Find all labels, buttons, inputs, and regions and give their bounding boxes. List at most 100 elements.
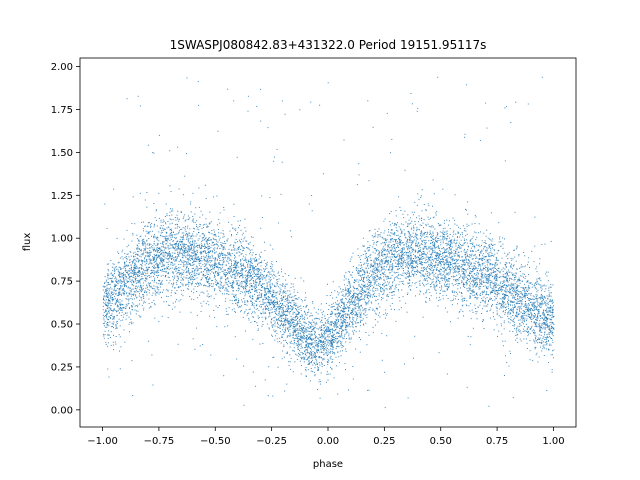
data-point: [279, 313, 281, 315]
data-point: [104, 334, 106, 336]
data-point: [203, 250, 205, 252]
data-point: [140, 250, 142, 252]
data-point: [504, 306, 506, 308]
data-point: [484, 245, 486, 247]
data-point: [535, 346, 537, 348]
data-point: [158, 192, 160, 194]
data-point: [551, 330, 553, 332]
data-point: [483, 256, 485, 258]
data-point: [539, 342, 541, 343]
data-point: [178, 243, 180, 245]
data-point: [420, 196, 422, 198]
data-point: [247, 291, 249, 293]
data-point: [346, 338, 348, 339]
data-point: [506, 362, 508, 364]
data-point: [502, 274, 504, 276]
data-point: [167, 264, 169, 266]
data-point: [303, 332, 305, 334]
data-point: [451, 283, 453, 285]
data-point: [505, 287, 507, 289]
data-point: [488, 261, 490, 263]
data-point: [425, 283, 427, 285]
data-point: [196, 266, 198, 268]
data-point: [497, 260, 499, 261]
data-point: [243, 404, 245, 406]
data-point: [361, 287, 363, 289]
data-point: [528, 257, 530, 259]
data-point: [469, 296, 471, 298]
data-point: [404, 210, 406, 212]
data-point: [542, 341, 544, 343]
data-point: [491, 280, 493, 282]
data-point: [388, 272, 390, 274]
data-point: [377, 299, 379, 301]
data-point: [346, 316, 348, 318]
data-point: [197, 259, 199, 261]
data-point: [408, 275, 410, 277]
data-point: [472, 236, 474, 238]
data-point: [484, 298, 486, 300]
data-point: [115, 267, 117, 269]
data-point: [361, 274, 363, 276]
data-point: [353, 304, 355, 306]
data-point: [491, 244, 492, 246]
data-point: [532, 295, 534, 297]
data-point: [413, 258, 414, 260]
data-point: [502, 311, 504, 313]
data-point: [475, 250, 477, 252]
data-point: [229, 271, 231, 273]
data-point: [295, 328, 297, 330]
data-point: [335, 338, 337, 340]
data-point: [512, 297, 514, 299]
data-point: [319, 383, 321, 385]
data-point: [510, 309, 512, 311]
data-point: [546, 317, 548, 319]
data-point: [192, 233, 194, 235]
data-point: [348, 278, 350, 280]
data-point: [516, 316, 518, 318]
data-point: [106, 312, 108, 314]
data-point: [358, 284, 360, 285]
data-point: [170, 228, 172, 230]
data-point: [121, 251, 123, 253]
data-point: [366, 260, 368, 262]
data-point: [451, 255, 453, 257]
data-point: [451, 276, 453, 278]
data-point: [274, 301, 276, 303]
data-point: [412, 269, 414, 271]
data-point: [284, 295, 286, 297]
data-point: [209, 278, 211, 280]
data-point: [260, 273, 262, 275]
data-point: [357, 255, 359, 256]
data-point: [512, 301, 514, 303]
data-point: [249, 290, 251, 292]
data-point: [234, 262, 236, 264]
data-point: [239, 284, 241, 286]
data-point: [411, 251, 413, 253]
data-point: [107, 276, 109, 278]
data-point: [132, 234, 134, 236]
data-point: [531, 305, 533, 307]
data-point: [382, 261, 384, 263]
data-point: [114, 310, 116, 311]
data-point: [359, 274, 361, 276]
data-point: [522, 328, 524, 330]
data-point: [259, 278, 261, 280]
data-point: [252, 311, 253, 313]
data-point: [374, 279, 376, 281]
data-point: [151, 354, 153, 356]
data-point: [424, 252, 426, 254]
data-point: [420, 270, 422, 271]
data-point: [103, 302, 105, 304]
data-point: [161, 246, 163, 248]
data-point: [120, 269, 122, 271]
data-point: [342, 338, 344, 340]
data-point: [309, 326, 311, 328]
data-point: [391, 252, 393, 254]
data-point: [534, 334, 536, 336]
data-point: [255, 254, 257, 256]
data-point: [344, 284, 345, 286]
data-point: [151, 280, 153, 282]
data-point: [381, 359, 383, 361]
data-point: [195, 265, 197, 267]
